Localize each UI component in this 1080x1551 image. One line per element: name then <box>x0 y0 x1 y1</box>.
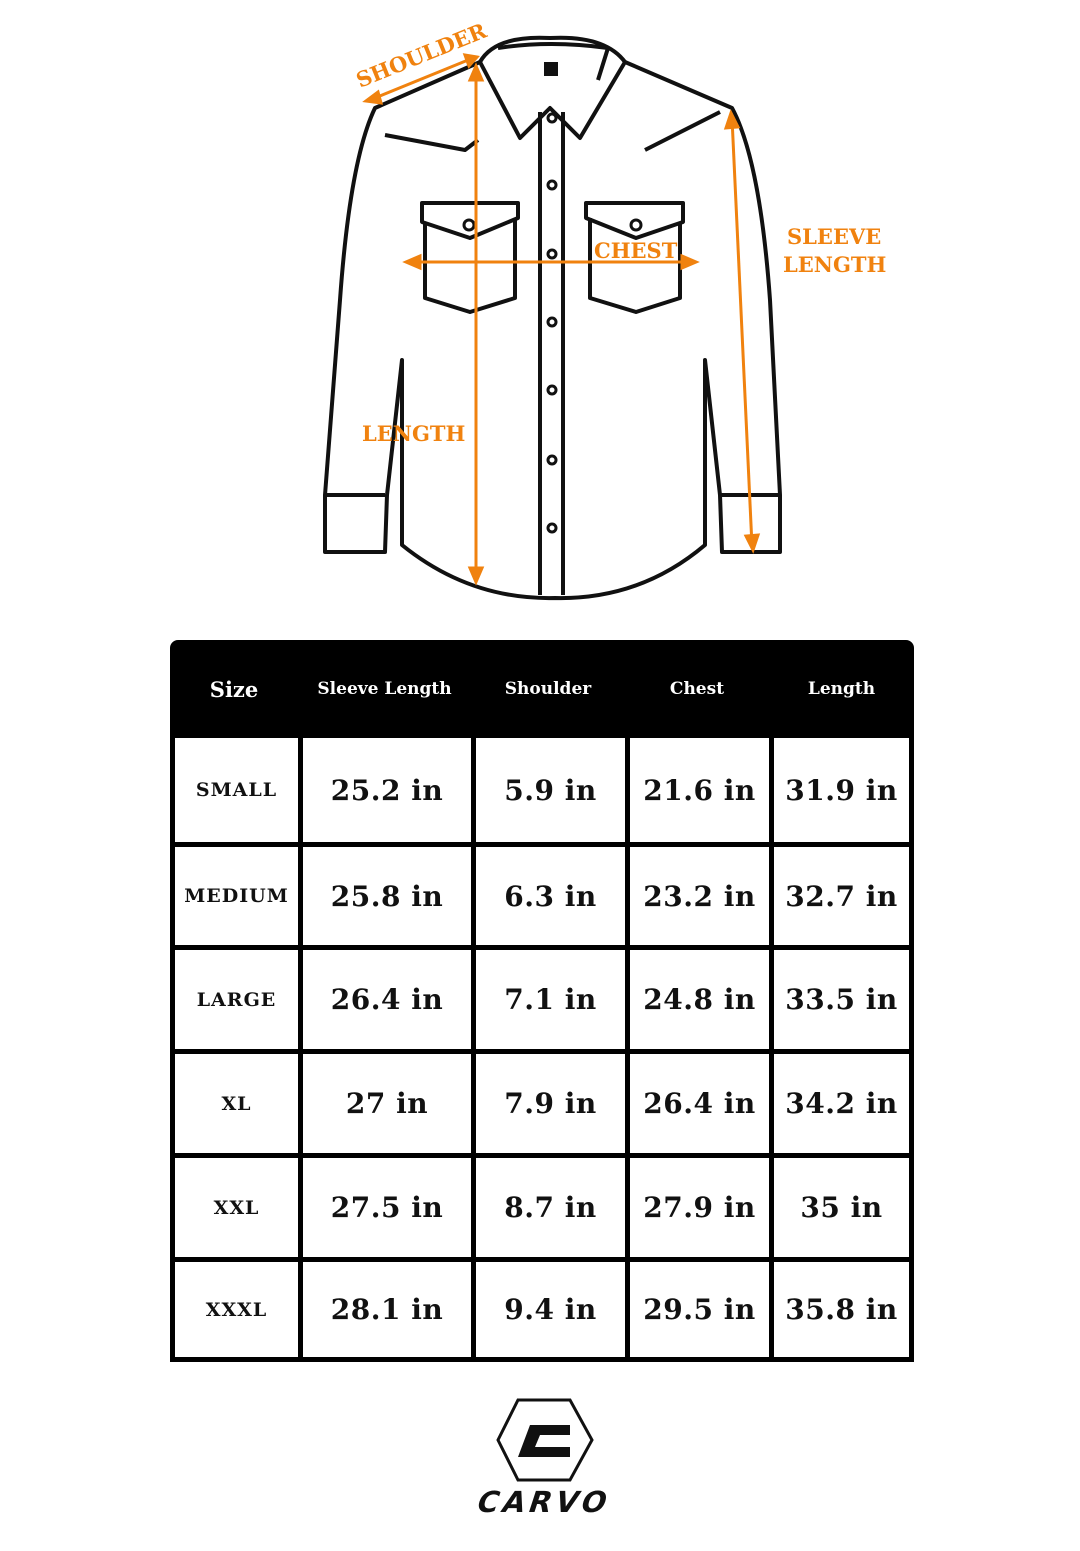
cell-length: 34.2 in <box>774 1054 909 1153</box>
logo-hexagon <box>496 1398 594 1482</box>
header-size: Size <box>209 676 259 702</box>
length-label: LENGTH <box>362 421 465 446</box>
cell-chest: 27.9 in <box>630 1158 769 1257</box>
header-chest: Chest <box>669 679 725 699</box>
cell-size: XXXL <box>175 1262 298 1357</box>
cell-size: SMALL <box>175 738 298 842</box>
header-shoulder: Shoulder <box>504 679 592 699</box>
cell-chest: 26.4 in <box>630 1054 769 1153</box>
cell-chest: 24.8 in <box>630 950 769 1049</box>
shirt-outline <box>323 35 782 601</box>
size-chart-table: Size Sleeve Length Shoulder Chest Length SMAL… <box>170 640 914 1362</box>
logo-wordmark: CARVO <box>472 1486 616 1520</box>
cell-size: MEDIUM <box>175 847 298 945</box>
cell-shoulder: 5.9 in <box>476 738 625 842</box>
sleeve-length-label-1: SLEEVE <box>787 224 881 249</box>
cell-shoulder: 7.1 in <box>476 950 625 1049</box>
cell-shoulder: 9.4 in <box>476 1262 625 1357</box>
cell-sleeve-length: 28.1 in <box>303 1262 471 1357</box>
collar-tag <box>544 62 558 76</box>
buttons <box>462 112 643 534</box>
cell-sleeve-length: 25.8 in <box>303 847 471 945</box>
cell-length: 31.9 in <box>774 738 909 842</box>
cell-length: 32.7 in <box>774 847 909 945</box>
cell-sleeve-length: 25.2 in <box>303 738 471 842</box>
cell-sleeve-length: 27 in <box>303 1054 471 1153</box>
cell-length: 35 in <box>774 1158 909 1257</box>
cell-length: 33.5 in <box>774 950 909 1049</box>
cell-chest: 23.2 in <box>630 847 769 945</box>
shirt-measurement-diagram: SHOULDER CHEST SLEEVE LENGTH LENGTH <box>323 18 886 601</box>
cell-size: XL <box>175 1054 298 1153</box>
cell-shoulder: 6.3 in <box>476 847 625 945</box>
cell-shoulder: 7.9 in <box>476 1054 625 1153</box>
measurement-arrows <box>362 53 761 586</box>
cell-size: LARGE <box>175 950 298 1049</box>
cell-chest: 29.5 in <box>630 1262 769 1357</box>
logo-c-mark <box>518 1425 570 1457</box>
cell-shoulder: 8.7 in <box>476 1158 625 1257</box>
cell-size: XXL <box>175 1158 298 1257</box>
chest-label: CHEST <box>594 238 678 263</box>
carvo-logo: CARVO <box>472 1398 616 1520</box>
cell-length: 35.8 in <box>774 1262 909 1357</box>
sleeve-length-label-2: LENGTH <box>783 252 886 277</box>
header-length: Length <box>807 679 876 699</box>
cell-sleeve-length: 27.5 in <box>303 1158 471 1257</box>
header-sleeve-length: Sleeve Length <box>317 679 452 699</box>
cell-chest: 21.6 in <box>630 738 769 842</box>
cell-sleeve-length: 26.4 in <box>303 950 471 1049</box>
